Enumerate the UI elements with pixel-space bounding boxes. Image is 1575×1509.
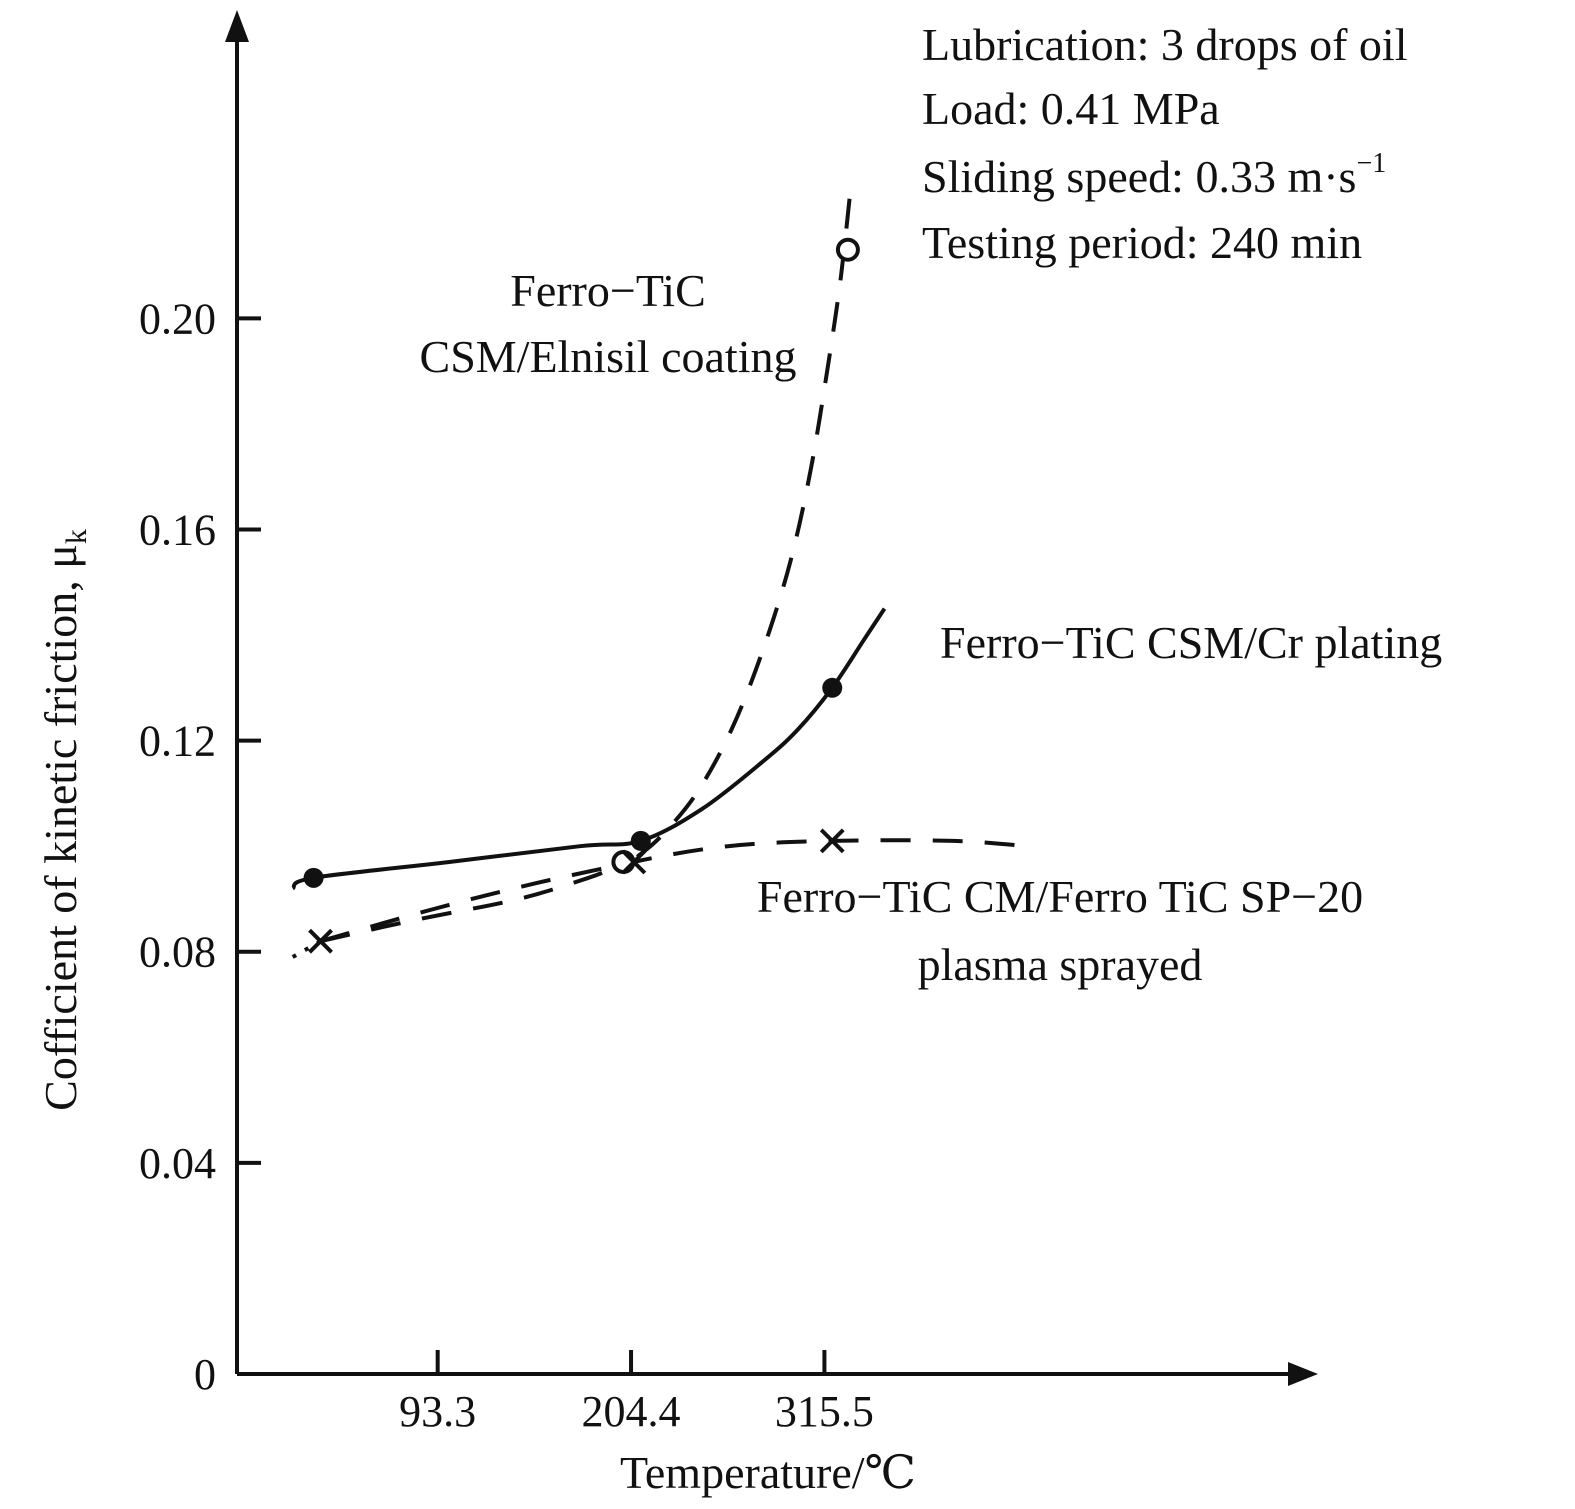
y-tick-label-4: 0.16	[139, 505, 216, 554]
x-tick-label-1: 204.4	[582, 1387, 681, 1436]
x-axis-title: Temperature/℃	[620, 1447, 916, 1498]
markers	[303, 237, 860, 954]
point-plasma-1	[621, 849, 647, 875]
point-elnisil-1	[835, 237, 860, 262]
sliding-speed-exponent: −1	[1356, 148, 1386, 179]
y-axis-title-text: Cofficient of kinetic friction, μ	[35, 544, 86, 1111]
sliding-speed-text: Sliding speed: 0.33 m·s	[922, 151, 1356, 202]
y-axis-title-subscript: k	[60, 529, 93, 544]
x-tick-label-0: 93.3	[399, 1387, 476, 1436]
condition-line-2: Load: 0.41 MPa	[922, 83, 1220, 134]
x-axis-arrow	[1288, 1362, 1318, 1386]
curve-plasma-lower	[319, 860, 635, 944]
label-plasma-line-2: plasma sprayed	[918, 939, 1203, 990]
condition-line-4: Testing period: 240 min	[922, 217, 1362, 268]
axes	[225, 10, 1318, 1386]
label-elnisil-line-1: Ferro−TiC	[510, 265, 706, 316]
ticks: 93.3 204.4 315.5 0 0.04 0.08 0.12 0.16 0.20	[139, 294, 874, 1436]
condition-line-1: Lubrication: 3 drops of oil	[922, 19, 1407, 70]
y-axis-title: Cofficient of kinetic friction, μk	[35, 529, 93, 1111]
curve-plasma	[320, 838, 1028, 944]
point-cr-plating-0	[303, 867, 324, 888]
y-tick-label-0: 0	[194, 1350, 216, 1399]
y-tick-label-3: 0.12	[139, 717, 216, 766]
curve-cr-plating	[291, 607, 887, 891]
point-elnisil-0	[611, 849, 636, 874]
y-axis-arrow	[225, 10, 249, 42]
y-tick-label-1: 0.04	[139, 1139, 216, 1188]
x-tick-label-2: 315.5	[775, 1387, 874, 1436]
condition-line-3: Sliding speed: 0.33 m·s−1	[922, 148, 1386, 202]
y-tick-label-5: 0.20	[139, 294, 216, 343]
label-plasma-line-1: Ferro−TiC CM/Ferro TiC SP−20	[757, 871, 1363, 922]
curve-elnisil	[636, 180, 854, 859]
point-plasma-0	[308, 928, 333, 954]
y-tick-label-2: 0.08	[139, 928, 216, 977]
point-cr-plating-1	[630, 830, 651, 851]
point-plasma-2	[819, 828, 845, 854]
point-cr-plating-2	[822, 677, 843, 698]
label-elnisil-line-2: CSM/Elnisil coating	[420, 331, 797, 382]
label-cr-plating: Ferro−TiC CSM/Cr plating	[940, 617, 1442, 668]
